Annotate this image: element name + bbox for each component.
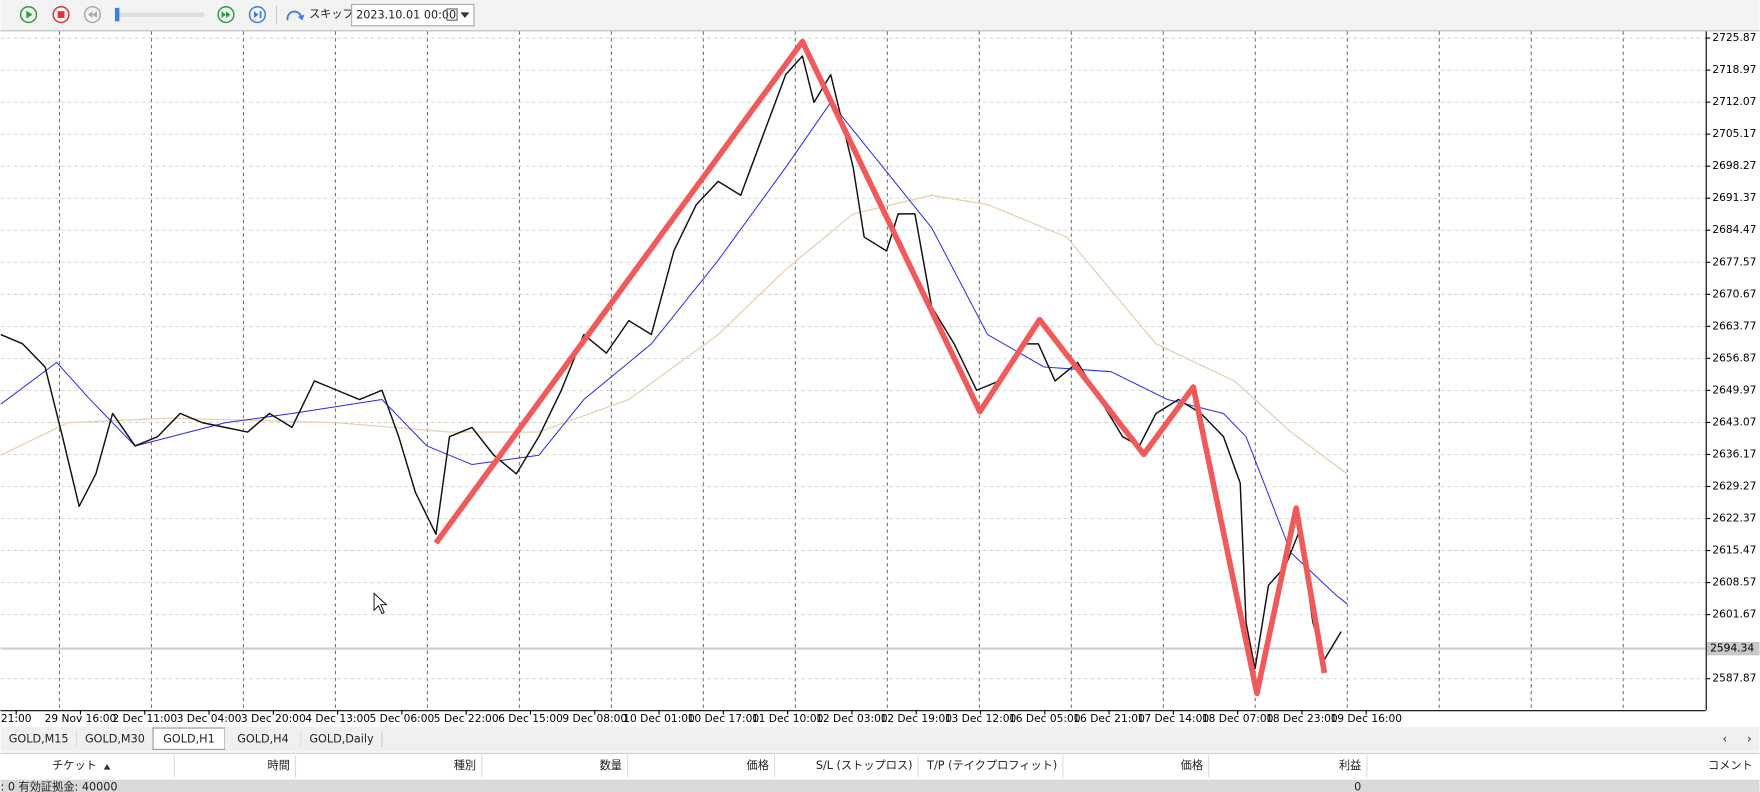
x-tick-label: 13 Dec 12:00	[945, 712, 1017, 725]
x-tick-label: 5 Dec 06:00	[370, 712, 435, 725]
y-tick-label: 2643.07	[1712, 415, 1756, 428]
y-tick-label: 2725.87	[1712, 31, 1756, 44]
stop-button[interactable]	[52, 6, 70, 24]
current-price-box	[1706, 641, 1760, 656]
column-header[interactable]: S/L (ストップロス)	[816, 759, 913, 772]
y-tick-label: 2663.77	[1712, 319, 1756, 332]
series-line	[0, 194, 1348, 475]
y-tick-label: 2691.37	[1712, 191, 1756, 204]
tab-list: GOLD,M15 GOLD,M30 GOLD,H1 GOLD,H4 GOLD,Daily	[0, 727, 383, 750]
x-tick-label: 6 Dec 15:00	[498, 712, 563, 725]
chart: 2725.87 2718.97 2712.07 2705.17 2698.27 2691.…	[0, 31, 1760, 725]
tab-label[interactable]: GOLD,M30	[85, 732, 145, 745]
balance-row	[0, 779, 1760, 792]
y-tick-label: 2601.67	[1712, 608, 1756, 621]
x-tick-label: 10 Dec 17:00	[688, 712, 760, 725]
y-tick-label: 2712.07	[1712, 95, 1756, 108]
column-header[interactable]: コメント	[1708, 759, 1753, 772]
x-tick-label: 3 Dec 20:00	[241, 712, 306, 725]
x-tick-label: 3 Dec 04:00	[177, 712, 242, 725]
x-tick-label: 21:00	[1, 712, 32, 725]
y-tick-label: 2649.97	[1712, 383, 1756, 396]
x-tick-label: 5 Dec 22:00	[434, 712, 499, 725]
y-tick-label: 2705.17	[1712, 127, 1756, 140]
calendar-icon[interactable]	[446, 8, 458, 21]
series-line	[0, 55, 1342, 670]
column-header[interactable]: 数量	[600, 759, 622, 772]
x-tick-label: 12 Dec 03:00	[816, 712, 888, 725]
x-tick-label: 11 Dec 10:00	[752, 712, 824, 725]
tab-label[interactable]: GOLD,H4	[237, 732, 288, 745]
dropdown-arrow[interactable]	[460, 12, 470, 18]
tab[interactable]	[0, 728, 77, 750]
rewind-button[interactable]	[83, 6, 102, 24]
date-value[interactable]: 2023.10.01 00:00	[356, 9, 456, 22]
y-tick-label: 2622.37	[1712, 512, 1756, 525]
date-input[interactable]	[351, 3, 475, 27]
column-header[interactable]: 価格	[1181, 758, 1203, 772]
y-tick-label: 2629.27	[1712, 479, 1756, 492]
x-tick-label: 16 Dec 21:00	[1073, 712, 1145, 725]
current-price-label: 2594.34	[1710, 642, 1754, 655]
table-header-cells: チケット 時間 種別 数量 価格 S/L (ストップロス) T/P (テイクプロフィット) 価…	[52, 754, 1753, 778]
y-tick-label: 2670.67	[1712, 287, 1756, 300]
y-tick-label: 2698.27	[1712, 159, 1756, 172]
y-tick-label: 2677.57	[1712, 255, 1756, 268]
tab[interactable]	[76, 728, 154, 750]
y-tick-label: 2608.57	[1712, 576, 1756, 589]
x-tick-label: 16 Dec 05:00	[1009, 712, 1081, 725]
x-tick-label: 18 Dec 23:00	[1266, 712, 1338, 725]
x-tick-label: 10 Dec 01:00	[623, 712, 695, 725]
x-tick-label: 2 Dec 11:00	[112, 712, 177, 725]
tab-label[interactable]: GOLD,M15	[9, 732, 69, 745]
y-tick-label: 2636.17	[1712, 447, 1756, 460]
x-tick-label: 18 Dec 07:00	[1202, 712, 1274, 725]
balance-label: : 0 有効証拠金: 40000	[0, 780, 117, 792]
x-tick-label: 29 Nov 16:00	[45, 712, 117, 725]
mouse-cursor	[373, 592, 388, 615]
play-button[interactable]	[19, 6, 38, 24]
column-header[interactable]: 利益	[1339, 758, 1361, 772]
tab-label[interactable]: GOLD,H1	[163, 732, 214, 745]
y-tick-label: 2615.47	[1712, 544, 1756, 557]
tab-label[interactable]: GOLD,Daily	[309, 732, 374, 745]
speed-slider[interactable]	[117, 12, 205, 17]
series-line	[0, 101, 1348, 605]
x-tick-label: 4 Dec 13:00	[305, 712, 370, 725]
step-button[interactable]	[248, 6, 266, 24]
series-line	[433, 38, 1328, 697]
column-header[interactable]: 価格	[747, 758, 769, 772]
y-tick-label: 2587.87	[1712, 672, 1756, 685]
column-header[interactable]: チケット	[52, 759, 97, 772]
toolbar	[0, 0, 1760, 31]
y-tick-label: 2684.47	[1712, 223, 1756, 236]
y-tick-label: 2656.87	[1712, 351, 1756, 364]
balance-profit: 0	[1354, 781, 1361, 792]
column-header[interactable]: 種別	[454, 758, 476, 772]
skip-label[interactable]: スキップ	[309, 8, 355, 21]
x-tick-label: 9 Dec 08:00	[562, 712, 627, 725]
y-tick-label: 2718.97	[1712, 63, 1756, 76]
table-header	[0, 752, 1760, 780]
sort-arrow[interactable]	[103, 763, 111, 770]
column-header[interactable]: 時間	[268, 759, 290, 772]
scroll-right[interactable]: ›	[1747, 732, 1751, 745]
tab[interactable]	[224, 728, 302, 750]
x-tick-label: 19 Dec 16:00	[1330, 712, 1402, 725]
slider-thumb[interactable]	[114, 7, 120, 22]
scroll-left[interactable]: ‹	[1722, 732, 1726, 745]
x-tick-label: 12 Dec 19:00	[880, 712, 952, 725]
x-tick-label: 17 Dec 14:00	[1138, 712, 1210, 725]
skip-icon[interactable]	[286, 10, 305, 21]
column-header[interactable]: T/P (テイクプロフィット)	[926, 759, 1057, 772]
tab[interactable]	[301, 728, 382, 750]
